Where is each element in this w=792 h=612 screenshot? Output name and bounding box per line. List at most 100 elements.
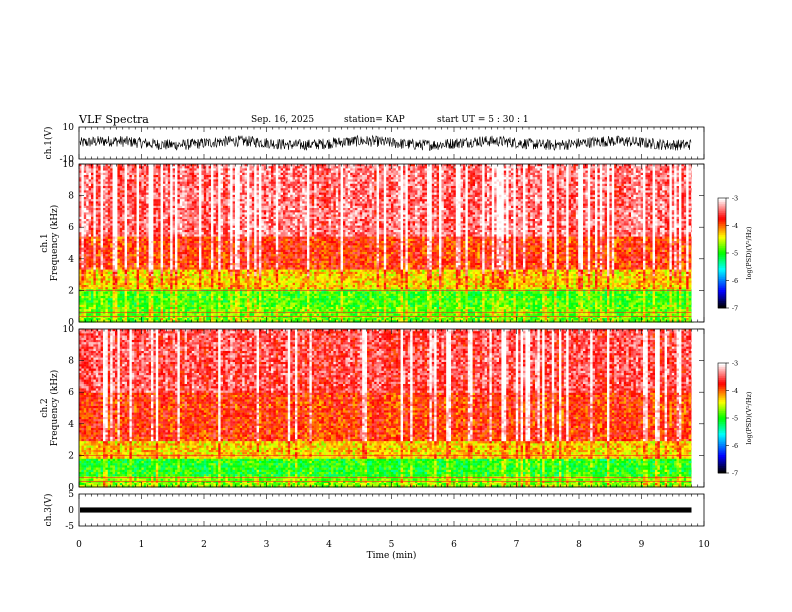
spectrogram-cell bbox=[614, 171, 617, 173]
spectrogram-cell bbox=[237, 166, 240, 168]
spectrogram-cell bbox=[367, 171, 370, 173]
spectrogram-cell bbox=[461, 168, 464, 170]
spectrogram-cell bbox=[105, 166, 108, 168]
spectrogram-cell bbox=[261, 166, 264, 168]
spectrogram-cell bbox=[319, 168, 322, 170]
spectrogram-cell bbox=[285, 168, 288, 170]
spectrogram-cell bbox=[487, 168, 490, 170]
spectrogram-cell bbox=[348, 166, 351, 168]
spectrogram-cell bbox=[672, 166, 675, 168]
spectrogram-cell bbox=[139, 171, 142, 173]
spectrogram-cell bbox=[105, 168, 108, 170]
spectrogram-cell bbox=[242, 168, 245, 170]
spectrogram-cell bbox=[554, 171, 557, 173]
spectrogram-cell bbox=[597, 166, 600, 168]
spectrogram-cell bbox=[165, 171, 168, 173]
spectrogram-cell bbox=[449, 166, 452, 168]
spectrogram-cell bbox=[249, 166, 252, 168]
spectrogram-cell bbox=[413, 171, 416, 173]
spectrogram-cell bbox=[434, 171, 437, 173]
spectrogram-cell bbox=[223, 166, 226, 168]
spectrogram-cell bbox=[353, 168, 356, 170]
spectrogram-cell bbox=[583, 166, 586, 168]
spectrogram-cell bbox=[631, 166, 634, 168]
spectrogram-cell bbox=[84, 171, 87, 173]
spectrogram-cell bbox=[283, 168, 286, 170]
spectrogram-cell bbox=[151, 166, 154, 168]
spectrogram-cell bbox=[345, 168, 348, 170]
spectrogram-cell bbox=[617, 168, 620, 170]
spectrogram-cell bbox=[276, 171, 279, 173]
spectrogram-cell bbox=[369, 168, 372, 170]
spectrogram-cell bbox=[429, 171, 432, 173]
spectrogram-cell bbox=[117, 168, 120, 170]
spectrogram-cell bbox=[405, 171, 408, 173]
spectrogram-cell bbox=[115, 166, 118, 168]
spectrogram-cell bbox=[665, 168, 668, 170]
spectrogram-cell bbox=[158, 171, 161, 173]
spectrogram-cell bbox=[621, 171, 624, 173]
spectrogram-cell bbox=[225, 166, 228, 168]
spectrogram-cell bbox=[372, 166, 375, 168]
spectrogram-cell bbox=[456, 166, 459, 168]
spectrogram-cell bbox=[614, 166, 617, 168]
spectrogram-cell bbox=[245, 171, 248, 173]
spectrogram-cell bbox=[125, 168, 128, 170]
spectrogram-cell bbox=[185, 171, 188, 173]
spectrogram-cell bbox=[134, 166, 137, 168]
spectrogram-cell bbox=[302, 166, 305, 168]
spectrogram-cell bbox=[545, 168, 548, 170]
ch1-waveform-panel: 10-10ch.1(V) bbox=[43, 123, 704, 165]
spectrogram-cell bbox=[645, 166, 648, 168]
spectrogram-cell bbox=[307, 171, 310, 173]
spectrogram-cell bbox=[410, 166, 413, 168]
spectrogram-cell bbox=[201, 168, 204, 170]
spectrogram-cell bbox=[103, 166, 106, 168]
spectrogram-cell bbox=[497, 171, 500, 173]
spectrogram-cell bbox=[516, 171, 519, 173]
spectrogram-cell bbox=[108, 168, 111, 170]
spectrogram-cell bbox=[209, 166, 212, 168]
spectrogram-cell bbox=[384, 171, 387, 173]
spectrogram-cell bbox=[180, 166, 183, 168]
spectrogram-cell bbox=[151, 171, 154, 173]
spectrogram-cell bbox=[158, 168, 161, 170]
spectrogram-cell bbox=[103, 168, 106, 170]
spectrogram-cell bbox=[101, 166, 104, 168]
spectrogram-cell bbox=[314, 166, 317, 168]
spectrogram-cell bbox=[528, 168, 531, 170]
spectrogram-cell bbox=[281, 171, 284, 173]
spectrogram-cell bbox=[288, 171, 291, 173]
spectrogram-cell bbox=[662, 166, 665, 168]
spectrogram-cell bbox=[631, 171, 634, 173]
spectrogram-cell bbox=[528, 166, 531, 168]
spectrogram-cell bbox=[307, 168, 310, 170]
spectrogram-cell bbox=[89, 168, 92, 170]
spectrogram-cell bbox=[441, 166, 444, 168]
spectrogram-cell bbox=[199, 166, 202, 168]
spectrogram-cell bbox=[177, 171, 180, 173]
spectrogram-cell bbox=[456, 168, 459, 170]
spectrogram-cell bbox=[333, 166, 336, 168]
spectrogram-cell bbox=[379, 166, 382, 168]
spectrogram-cell bbox=[593, 168, 596, 170]
spectrogram-cell bbox=[230, 171, 233, 173]
spectrogram-cell bbox=[374, 168, 377, 170]
spectrogram-cell bbox=[175, 166, 178, 168]
spectrogram-cell bbox=[144, 171, 147, 173]
spectrogram-cell bbox=[482, 168, 485, 170]
spectrogram-cell bbox=[590, 166, 593, 168]
spectrogram-cell bbox=[679, 166, 682, 168]
spectrogram-cell bbox=[129, 166, 132, 168]
spectrogram-cell bbox=[343, 166, 346, 168]
spectrogram-cell bbox=[581, 168, 584, 170]
spectrogram-cell bbox=[511, 171, 514, 173]
spectrogram-cell bbox=[624, 171, 627, 173]
spectrogram-cell bbox=[273, 171, 276, 173]
spectrogram-cell bbox=[434, 168, 437, 170]
spectrogram-cell bbox=[302, 171, 305, 173]
spectrogram-cell bbox=[324, 171, 327, 173]
spectrogram-cell bbox=[331, 168, 334, 170]
spectrogram-cell bbox=[96, 171, 99, 173]
spectrogram-cell bbox=[533, 166, 536, 168]
